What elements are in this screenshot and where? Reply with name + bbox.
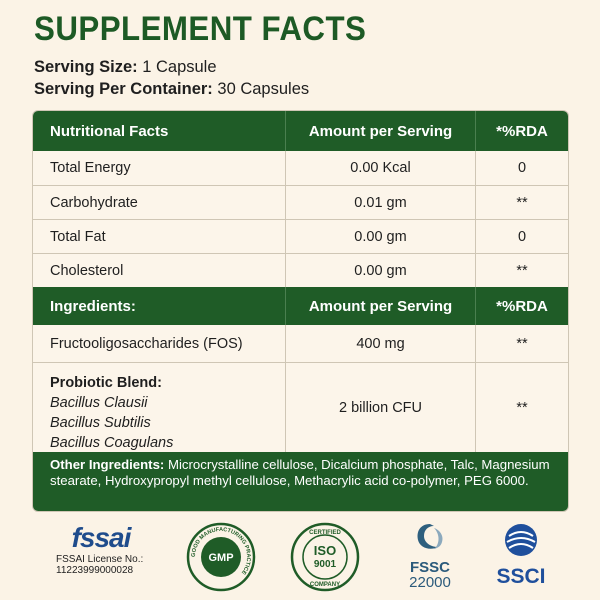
other-ingredients-text: Microcrystalline cellulose, Dicalcium ph… (50, 457, 550, 488)
ingredient-amount: 400 mg (285, 325, 475, 362)
fssai-license-label: FSSAI License No.: (56, 554, 144, 565)
fssc-line1: FSSC (409, 559, 450, 576)
nutrient-rda: 0 (475, 220, 568, 253)
ingredient-name: Fructooligosaccharides (FOS) (50, 335, 243, 352)
serving-size-value: 1 Capsule (142, 58, 217, 76)
header-cell: Nutritional Facts (50, 122, 169, 140)
iso-badge-icon: CERTIFIED ISO 9001 COMPANY (290, 522, 360, 592)
header-cell: Ingredients: (50, 297, 136, 315)
nutrient-amount: 0.00 Kcal (285, 151, 475, 185)
nutrient-rda: ** (475, 186, 568, 219)
other-ingredients: Other Ingredients: Microcrystalline cell… (33, 452, 568, 511)
table-row: Total Energy 0.00 Kcal 0 (33, 151, 568, 185)
ssci-text: SSCI (496, 565, 546, 588)
nutrient-amount: 0.00 gm (285, 220, 475, 253)
probiotic-strain: Bacillus Coagulans (50, 435, 174, 451)
header-cell: Amount per Serving (285, 111, 475, 151)
nutrient-name: Total Fat (50, 228, 106, 245)
ssci-logo: SSCI (492, 522, 550, 589)
probiotic-rda: ** (475, 363, 568, 452)
iso-number-text: 9001 (314, 559, 337, 570)
page-title: SUPPLEMENT FACTS (34, 10, 367, 48)
nutrient-name: Carbohydrate (50, 194, 138, 211)
header-cell: *%RDA (475, 287, 568, 325)
probiotic-blend-title: Probiotic Blend: (50, 375, 162, 391)
fssai-word: fssai (71, 522, 132, 553)
nutrient-name: Cholesterol (50, 262, 124, 279)
nutrient-rda: 0 (475, 151, 568, 185)
serving-size-label: Serving Size: (34, 58, 138, 76)
gmp-center-text: GMP (208, 552, 233, 564)
probiotic-strain: Bacillus Subtilis (50, 415, 151, 431)
table-row: Cholesterol 0.00 gm ** (33, 253, 568, 287)
table-row: Fructooligosaccharides (FOS) 400 mg ** (33, 325, 568, 362)
fssc-line2: 22000 (409, 574, 451, 591)
ingredients-header-row: Ingredients: Amount per Serving *%RDA (33, 287, 568, 325)
iso-center-text: ISO (314, 543, 336, 558)
other-ingredients-label: Other Ingredients: (50, 457, 165, 472)
serving-per-container-value: 30 Capsules (217, 80, 310, 98)
fssai-wordmark: fssai (56, 522, 146, 554)
probiotic-row: Probiotic Blend: Bacillus Clausii Bacill… (33, 362, 568, 452)
iso-bottom-text: COMPANY (310, 582, 340, 588)
header-cell: Amount per Serving (285, 287, 475, 325)
fssc-mark-icon (417, 524, 443, 549)
probiotic-strain: Bacillus Clausii (50, 395, 148, 411)
gmp-badge-icon: GOOD MANUFACTURING PRACTICE GMP (186, 522, 256, 592)
nutrient-name: Total Energy (50, 160, 131, 176)
nutrient-rda: ** (475, 254, 568, 287)
nutrient-amount: 0.01 gm (285, 186, 475, 219)
iso-top-text: CERTIFIED (309, 530, 341, 536)
serving-per-container-label: Serving Per Container: (34, 80, 213, 98)
probiotic-blend-cell: Probiotic Blend: Bacillus Clausii Bacill… (33, 363, 285, 452)
header-cell: *%RDA (475, 111, 568, 151)
serving-size: Serving Size: 1 Capsule (34, 58, 217, 77)
fssc-logo: FSSC 22000 (395, 522, 465, 590)
certification-logos: fssai FSSAI License No.: 11223999000028 … (0, 522, 600, 600)
table-row: Carbohydrate 0.01 gm ** (33, 185, 568, 219)
probiotic-amount: 2 billion CFU (285, 363, 475, 452)
serving-per-container: Serving Per Container: 30 Capsules (34, 80, 309, 99)
nutrition-header-row: Nutritional Facts Amount per Serving *%R… (33, 111, 568, 151)
fssai-logo: fssai FSSAI License No.: 11223999000028 (56, 522, 146, 576)
fssai-license-number: 11223999000028 (56, 565, 134, 576)
ingredient-rda: ** (475, 325, 568, 362)
nutrient-amount: 0.00 gm (285, 254, 475, 287)
facts-table: Nutritional Facts Amount per Serving *%R… (32, 110, 569, 512)
ssci-globe-icon (505, 524, 537, 556)
table-row: Total Fat 0.00 gm 0 (33, 219, 568, 253)
